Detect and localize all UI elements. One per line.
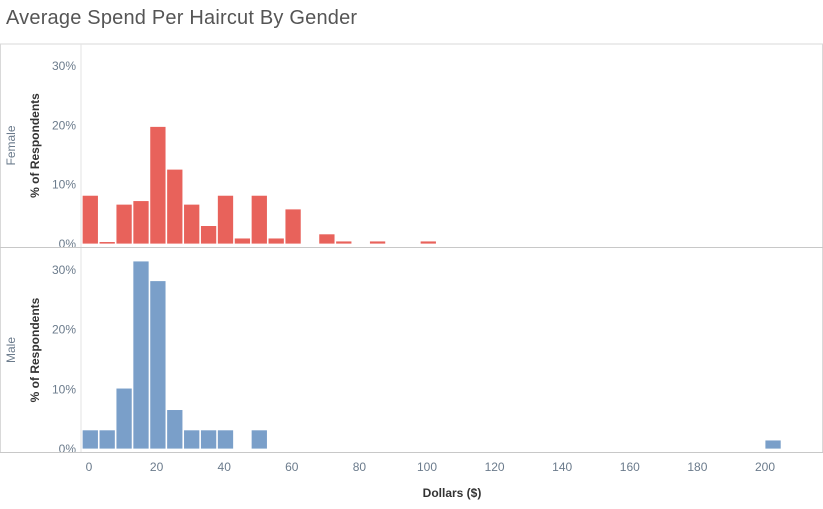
bar-female[interactable] [81,194,99,245]
bar-female[interactable] [419,240,437,245]
x-tick-label: 60 [285,460,299,474]
bar-male[interactable] [217,429,234,450]
row-label-male: Male [4,337,18,363]
x-axis: 0 20 40 60 80 100 120 140 160 180 200 [86,460,776,474]
bar-male[interactable] [200,429,218,450]
bar-female[interactable] [284,208,302,245]
bar-female[interactable] [217,194,234,245]
bar-female[interactable] [335,240,353,245]
x-tick-label: 100 [417,460,437,474]
chart-panels: Female % of Respondents 0% 10% 20% 30% Male % o… [0,44,823,456]
x-tick-label: 20 [150,460,164,474]
bar-female[interactable] [166,168,184,245]
x-tick-label: 80 [353,460,367,474]
y-tick-label: 0% [59,237,77,251]
bar-female[interactable] [369,240,387,245]
panel-male: Male % of Respondents 0% 10% 20% 30% [0,248,823,456]
bar-female[interactable] [183,203,201,245]
y-tick-label: 10% [52,382,76,396]
bar-male[interactable] [764,439,782,450]
bar-female[interactable] [115,203,133,245]
y-axis-title-female: % of Respondents [28,93,42,198]
y-tick-label: 20% [52,118,76,132]
x-tick-label: 0 [86,460,93,474]
bar-female[interactable] [250,194,268,245]
row-label-female: Female [4,125,18,165]
y-tick-label: 30% [52,263,76,277]
bar-male[interactable] [183,429,201,450]
x-tick-label: 40 [218,460,232,474]
bar-male[interactable] [81,429,99,450]
bar-female[interactable] [98,241,116,245]
panel-female: Female % of Respondents 0% 10% 20% 30% [0,44,823,251]
bar-male[interactable] [149,280,167,450]
y-tick-label: 10% [52,178,76,192]
y-tick-label: 0% [59,442,77,456]
chart-title: Average Spend Per Haircut By Gender [6,7,358,29]
bar-male[interactable] [132,260,150,450]
y-tick-label: 20% [52,323,76,337]
bar-female[interactable] [200,225,218,245]
x-tick-label: 140 [552,460,572,474]
bar-male[interactable] [250,429,268,450]
x-tick-label: 200 [755,460,775,474]
bar-female[interactable] [267,237,285,245]
bar-male[interactable] [98,429,116,450]
bar-female[interactable] [318,233,336,245]
bar-male[interactable] [115,387,133,450]
bar-male[interactable] [166,409,184,450]
bar-female[interactable] [149,126,167,245]
x-tick-label: 120 [485,460,505,474]
y-axis-title-male: % of Respondents [28,297,42,402]
x-tick-label: 160 [620,460,640,474]
y-tick-label: 30% [52,59,76,73]
bar-female[interactable] [132,200,150,245]
x-tick-label: 180 [687,460,707,474]
x-axis-title: Dollars ($) [423,486,482,500]
bar-female[interactable] [233,237,251,245]
